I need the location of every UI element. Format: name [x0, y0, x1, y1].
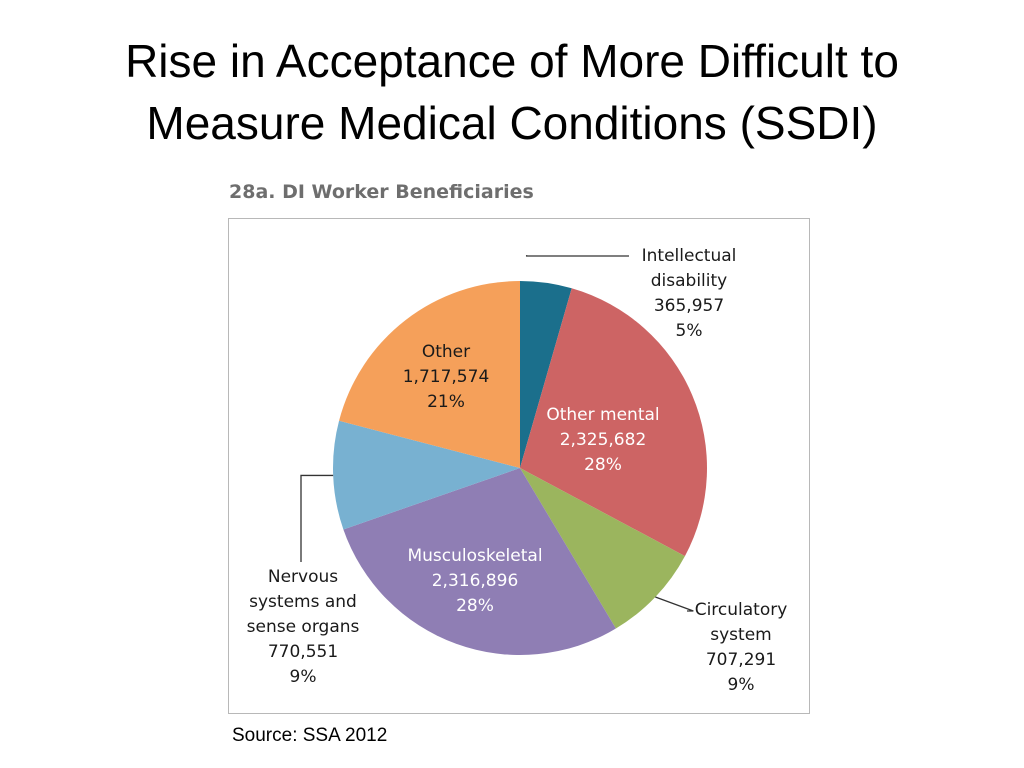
slice-percent-label: 5% [676, 321, 703, 341]
slice-label-nervous-systems-and-sense-organs: Nervous systems and sense organs 770,551 9% [247, 567, 360, 687]
slice-percent-label: 9% [290, 667, 317, 687]
slice-value-label: 2,325,682 [560, 430, 647, 450]
slide-title-line-1: Rise in Acceptance of More Difficult to [125, 35, 899, 87]
slice-label-line: sense organs [247, 617, 360, 637]
chart-title: 28a. DI Worker Beneficiaries [229, 181, 534, 203]
pie-slice-nervous-systems-and-sense-organs [333, 420, 520, 530]
slice-percent-label: 28% [584, 455, 622, 475]
leader-line-circulatory-system [655, 596, 694, 612]
slice-label-line: Other mental [546, 405, 659, 425]
slice-value-label: 1,717,574 [403, 367, 490, 387]
leader-line-nervous-systems [300, 474, 334, 562]
slice-label-line: disability [651, 271, 727, 291]
pie-slice-intellectual-disability [520, 281, 572, 468]
slice-label-line: systems and [249, 592, 357, 612]
slice-value-label: 365,957 [654, 296, 724, 316]
slice-label-line: system [710, 625, 771, 645]
slice-value-label: 707,291 [706, 650, 776, 670]
slice-label-line: Musculoskeletal [407, 546, 542, 566]
slice-label-other: Other 1,717,574 21% [403, 342, 490, 412]
slice-value-label: 770,551 [268, 642, 338, 662]
slice-label-intellectual-disability: Intellectual disability 365,957 5% [642, 246, 737, 341]
slice-percent-label: 9% [728, 675, 755, 695]
slice-value-label: 2,316,896 [432, 571, 519, 591]
pie-chart: Intellectual disability 365,957 5% Other men… [247, 246, 788, 695]
slice-label-line: Other [422, 342, 470, 362]
source-note: Source: SSA 2012 [232, 725, 388, 746]
pie-slice-circulatory-system [520, 468, 685, 629]
slice-label-musculoskeletal: Musculoskeletal 2,316,896 28% [407, 546, 542, 616]
slice-percent-label: 21% [427, 392, 465, 412]
leader-line-intellectual-disability [525, 255, 629, 257]
pie-slice-other [339, 281, 520, 468]
pie-slice-other-mental [520, 288, 707, 557]
slice-label-line: Nervous [268, 567, 338, 587]
slice-label-line: Intellectual [642, 246, 737, 266]
slice-label-circulatory-system: Circulatory system 707,291 9% [695, 600, 788, 695]
slice-percent-label: 28% [456, 596, 494, 616]
chart-frame: Intellectual disability 365,957 5% Other men… [228, 218, 810, 714]
pie-slice-musculoskeletal [343, 468, 616, 655]
slice-label-line: Circulatory [695, 600, 788, 620]
slice-label-other-mental: Other mental 2,325,682 28% [546, 405, 659, 475]
slide-title-line-2: Measure Medical Conditions (SSDI) [146, 97, 878, 149]
slide-title: Rise in Acceptance of More Difficult to … [0, 30, 1024, 154]
